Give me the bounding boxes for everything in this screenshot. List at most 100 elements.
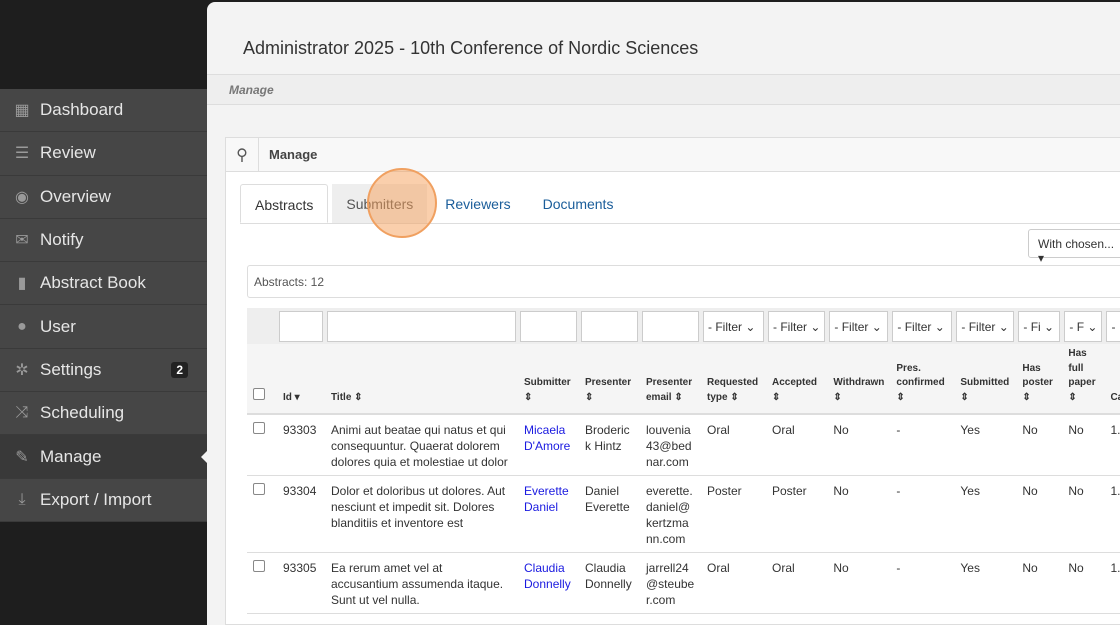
row-checkbox[interactable] — [253, 422, 265, 434]
column-filter-select[interactable]: - Filter ⌄ — [829, 310, 889, 342]
abstracts-table: - Filter ⌄ - Filter ⌄ - Filter ⌄ - Filter ⌄… — [247, 308, 1120, 614]
sidebar-item-settings[interactable]: ✲ Settings 2 — [0, 348, 207, 393]
column-filter-select[interactable]: - Filter ⌄ — [956, 310, 1015, 342]
column-header[interactable]: Requested type ⇕ — [701, 344, 766, 415]
submitter-link[interactable]: Everette Daniel — [524, 484, 569, 514]
sidebar-item-user[interactable]: ● User — [0, 305, 207, 349]
sidebar-item-abstract-book[interactable]: ▮ Abstract Book — [0, 262, 207, 306]
column-filter-select[interactable]: - Filter ⌄ — [768, 310, 826, 342]
header-row: Id ▾ Title ⇕ Submitter ⇕ Presenter ⇕ Present… — [247, 344, 1120, 415]
column-filter-select[interactable]: - F ⌄ — [1064, 310, 1103, 342]
tab-reviewers[interactable]: Reviewers — [445, 196, 511, 212]
row-checkbox[interactable] — [253, 483, 265, 495]
sidebar-item-dashboard[interactable]: ▦ Dashboard — [0, 89, 207, 133]
submitter-link[interactable]: Micaela D'Amore — [524, 423, 571, 453]
cell-email: everette.daniel@kertzmann.com — [640, 475, 701, 553]
cell-id: 93303 — [277, 414, 325, 476]
sidebar-item-manage[interactable]: ✎ Manage — [0, 435, 208, 479]
cell-presenter: Broderick Hintz — [579, 414, 640, 476]
column-header[interactable]: Pres. confirmed ⇕ — [890, 344, 955, 415]
row-checkbox[interactable] — [253, 560, 265, 572]
sidebar-item-label: Review — [40, 143, 96, 163]
column-filter-input[interactable] — [581, 310, 638, 342]
column-header[interactable]: Title ⇕ — [325, 344, 518, 415]
breadcrumb: Manage — [207, 74, 1120, 105]
sidebar-item-review[interactable]: ☰ Review — [0, 132, 207, 176]
column-filter-select[interactable]: - Filter ⌄ — [703, 310, 764, 342]
column-header[interactable]: Ca — [1104, 344, 1120, 415]
search-icon[interactable]: ⚲ — [226, 138, 259, 171]
download-icon: ⤓ — [18, 490, 26, 508]
cell-id: 93304 — [277, 475, 325, 553]
with-chosen-dropdown[interactable]: With chosen... ▾ — [1028, 229, 1120, 265]
column-filter-select[interactable]: - ⌄ — [1106, 310, 1120, 342]
column-header[interactable]: Accepted ⇕ — [766, 344, 828, 415]
cell-ca: 1. — [1104, 552, 1120, 614]
cell-title: Dolor et doloribus ut dolores. Aut nesci… — [325, 475, 518, 553]
column-header[interactable]: Withdrawn ⇕ — [827, 344, 891, 415]
envelope-icon: ✉ — [15, 232, 29, 250]
grid-icon: ▦ — [14, 102, 30, 120]
with-chosen-label: With chosen... — [1038, 237, 1115, 251]
column-header[interactable]: Has full paper ⇕ — [1062, 344, 1105, 415]
column-header[interactable]: Presenter ⇕ — [579, 344, 640, 415]
page-title: Administrator 2025 - 10th Conference of … — [243, 38, 699, 58]
column-header[interactable]: Submitter ⇕ — [518, 344, 579, 415]
active-caret — [201, 449, 208, 464]
column-filter-select[interactable]: - Fi ⌄ — [1018, 310, 1061, 342]
cell-poster: No — [1016, 552, 1063, 614]
sidebar-item-overview[interactable]: ◉ Overview — [0, 175, 207, 219]
cell-paper: No — [1062, 414, 1105, 476]
column-filter-input[interactable] — [642, 310, 699, 342]
cell-paper: No — [1062, 552, 1105, 614]
tab-documents[interactable]: Documents — [542, 196, 614, 212]
sidebar-item-label: Manage — [40, 446, 102, 466]
column-header[interactable]: Has poster ⇕ — [1016, 344, 1063, 415]
sidebar-item-export-import[interactable]: ⤓ Export / Import — [0, 478, 207, 522]
cell-requested: Poster — [701, 475, 766, 553]
cell-poster: No — [1016, 414, 1063, 476]
column-filter-select[interactable]: - Filter ⌄ — [892, 310, 953, 342]
cell-withdrawn: No — [827, 414, 891, 476]
sidebar-item-label: Notify — [40, 230, 84, 250]
filter-label: - F — [1069, 319, 1085, 334]
cell-confirmed: - — [890, 414, 955, 476]
table-row: 93303 Animi aut beatae qui natus et qui c… — [247, 414, 1120, 476]
click-highlight — [367, 168, 437, 238]
main: Administrator 2025 - 10th Conference of … — [207, 2, 1120, 625]
shuffle-icon: ⤨ — [15, 404, 29, 422]
book-icon: ▮ — [17, 275, 27, 293]
column-filter-input[interactable] — [279, 310, 323, 342]
cell-paper: No — [1062, 475, 1105, 553]
filter-label: - Filter — [897, 319, 932, 334]
filter-label: - Filter — [708, 319, 742, 334]
cell-ca: 1. — [1104, 414, 1120, 476]
sidebar-item-notify[interactable]: ✉ Notify — [0, 218, 207, 263]
column-header[interactable]: Id ▾ — [277, 344, 325, 415]
cell-ca: 1. — [1104, 475, 1120, 553]
submitter-link[interactable]: Claudia Donnelly — [524, 561, 571, 591]
abstracts-count: Abstracts: 12 — [247, 265, 1120, 298]
settings-badge: 2 — [171, 361, 188, 378]
cell-submitted: Yes — [954, 552, 1017, 614]
filter-row: - Filter ⌄ - Filter ⌄ - Filter ⌄ - Filter ⌄… — [247, 308, 1120, 344]
filter-label: - Filter — [961, 319, 996, 334]
sidebar-item-label: Settings — [40, 359, 102, 379]
cell-accepted: Oral — [766, 414, 828, 476]
cell-email: jarrell24@steuber.com — [640, 552, 701, 614]
column-header[interactable]: Presenter email ⇕ — [640, 344, 701, 415]
column-filter-input[interactable] — [327, 310, 516, 342]
cell-accepted: Oral — [766, 552, 828, 614]
select-all-checkbox[interactable] — [253, 387, 265, 400]
tab-abstracts[interactable]: Abstracts — [240, 184, 329, 223]
manage-panel: ⚲ Manage Abstracts Submitters Reviewers … — [225, 137, 1120, 625]
filter-label: - Filter — [834, 319, 869, 334]
sidebar-item-label: Scheduling — [40, 403, 125, 423]
cell-email: louvenia43@bednar.com — [640, 414, 701, 476]
cell-requested: Oral — [701, 552, 766, 614]
column-header[interactable]: Submitted ⇕ — [954, 344, 1017, 415]
panel-title: Manage — [269, 147, 318, 162]
sidebar-item-scheduling[interactable]: ⤨ Scheduling — [0, 392, 207, 436]
gear-icon: ✲ — [15, 361, 29, 379]
column-filter-input[interactable] — [520, 310, 577, 342]
